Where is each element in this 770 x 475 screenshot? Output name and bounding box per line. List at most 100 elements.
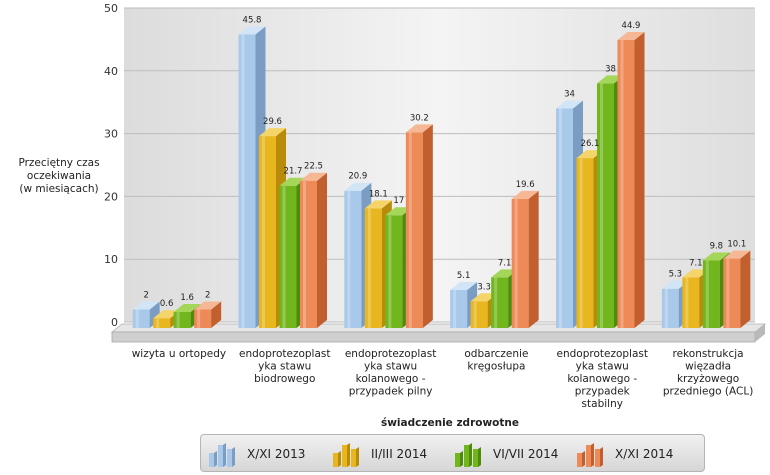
category-label-line: stabilny (582, 398, 623, 410)
y-axis-title-line: (w miesiącach) (19, 183, 99, 195)
bar-highlight (241, 34, 245, 328)
plot-background (124, 8, 755, 322)
bar-highlight (197, 309, 201, 328)
category-label-line: wizyta u ortopedy (132, 348, 226, 360)
category-label-line: przedniego (ACL) (663, 386, 753, 398)
bar-front (576, 158, 594, 328)
bar (194, 301, 222, 328)
bar-top (450, 281, 478, 290)
legend-bar-side (356, 447, 359, 467)
bar-highlight (473, 301, 477, 328)
category-label: wizyta u ortopedy (132, 348, 226, 360)
data-label: 21.7 (284, 167, 303, 177)
category-label-line: yka stawu (364, 361, 417, 373)
bar-front (702, 260, 720, 328)
category-label-line: przypadek (575, 386, 631, 398)
category-label-line: więzadła (685, 361, 731, 373)
bar-front (279, 185, 297, 328)
bar (511, 190, 539, 328)
legend-bar (577, 453, 582, 467)
bar-series-icon (455, 443, 481, 467)
bar-top (344, 182, 372, 191)
bar-front (173, 311, 191, 328)
bar-top (470, 293, 498, 302)
category-label-line: odbarczenie (464, 348, 528, 360)
bar-highlight (408, 132, 412, 328)
bar-top (194, 301, 222, 310)
bar-highlight (156, 318, 160, 328)
y-axis-title-line: Przeciętny czas (18, 157, 100, 169)
gridlines (124, 7, 755, 323)
category-label: rekonstrukcja więzadła krzyżowego przednieg… (663, 348, 753, 398)
data-label: 7.1 (689, 258, 703, 268)
legend-bar (586, 445, 591, 467)
legend: X/XI 2013 II/III 2014 VI/VII 2014 X/XI 2… (200, 434, 705, 472)
data-label: 18.1 (369, 189, 388, 199)
category-label-line: kręgosłupa (467, 361, 525, 373)
bar-series-icon (209, 443, 235, 467)
bar (405, 124, 433, 329)
bar (617, 32, 645, 328)
bar-side (422, 124, 433, 329)
data-labels: 2 45.8 20.9 5.1 34 5.3 0.6 29.6 18.1 3.3 26.1 7.1 1.… (143, 15, 746, 309)
legend-bar (342, 445, 347, 467)
data-label: 2 (143, 290, 148, 300)
y-tick-label: 50 (104, 2, 118, 15)
data-label: 1.6 (180, 293, 194, 303)
bar-highlight (135, 309, 139, 328)
legend-bar-side (338, 451, 341, 467)
bar-front (450, 289, 468, 328)
bar-side (528, 190, 539, 328)
data-label: 38 (605, 64, 616, 74)
bar-front (491, 277, 509, 328)
bar-top (300, 172, 327, 181)
data-label: 44.9 (622, 21, 641, 31)
legend-label: X/XI 2013 (247, 447, 306, 461)
data-label: 5.1 (457, 271, 471, 281)
data-label: 3.3 (477, 282, 491, 292)
bars (132, 26, 751, 329)
bar-top (661, 280, 689, 289)
data-label: 26.1 (581, 139, 600, 149)
legend-bar (455, 453, 460, 467)
bar-highlight (347, 190, 351, 328)
category-labels: wizyta u ortopedy endoprotezoplast yka sta… (132, 348, 754, 410)
y-tick-label: 0 (111, 316, 118, 329)
bar-front (470, 301, 488, 328)
data-label: 34 (564, 89, 575, 99)
data-label: 30.2 (410, 113, 429, 123)
legend-bar-side (591, 443, 594, 467)
y-axis-ticks: 0 10 20 30 40 50 (104, 2, 118, 329)
bar-front (259, 136, 276, 328)
bar-front (617, 40, 635, 328)
data-label: 29.6 (263, 117, 282, 127)
bar-front (597, 83, 614, 328)
bar-top (702, 252, 730, 261)
category-label-line: endoprotezoplast (345, 348, 437, 360)
legend-bar (464, 445, 469, 467)
bar-front (511, 198, 529, 328)
bar-side (317, 172, 327, 328)
bar (300, 172, 327, 328)
legend-bar-side (460, 451, 463, 467)
category-label-line: endoprotezoplast (239, 348, 331, 360)
y-tick-label: 30 (104, 128, 118, 141)
category-label: endoprotezoplast yka stawu biodrowego (239, 348, 331, 385)
bar-highlight (388, 215, 392, 328)
bar-highlight (262, 136, 265, 328)
bar-front (682, 277, 700, 328)
data-label: 19.6 (516, 180, 535, 190)
category-label-line: kolanowego - (567, 373, 637, 385)
bar-top (279, 177, 307, 186)
legend-bar-side (478, 447, 481, 467)
data-label: 10.1 (727, 240, 746, 250)
y-axis-title: Przeciętny czas oczekiwania (w miesiącac… (4, 157, 114, 196)
bar-highlight (685, 277, 689, 328)
legend-label: II/III 2014 (371, 447, 428, 461)
category-label-line: krzyżowego (677, 373, 739, 385)
bar-front (300, 180, 317, 328)
bar-top (132, 301, 160, 310)
bar-front (661, 288, 679, 328)
plot-wall (124, 8, 755, 322)
